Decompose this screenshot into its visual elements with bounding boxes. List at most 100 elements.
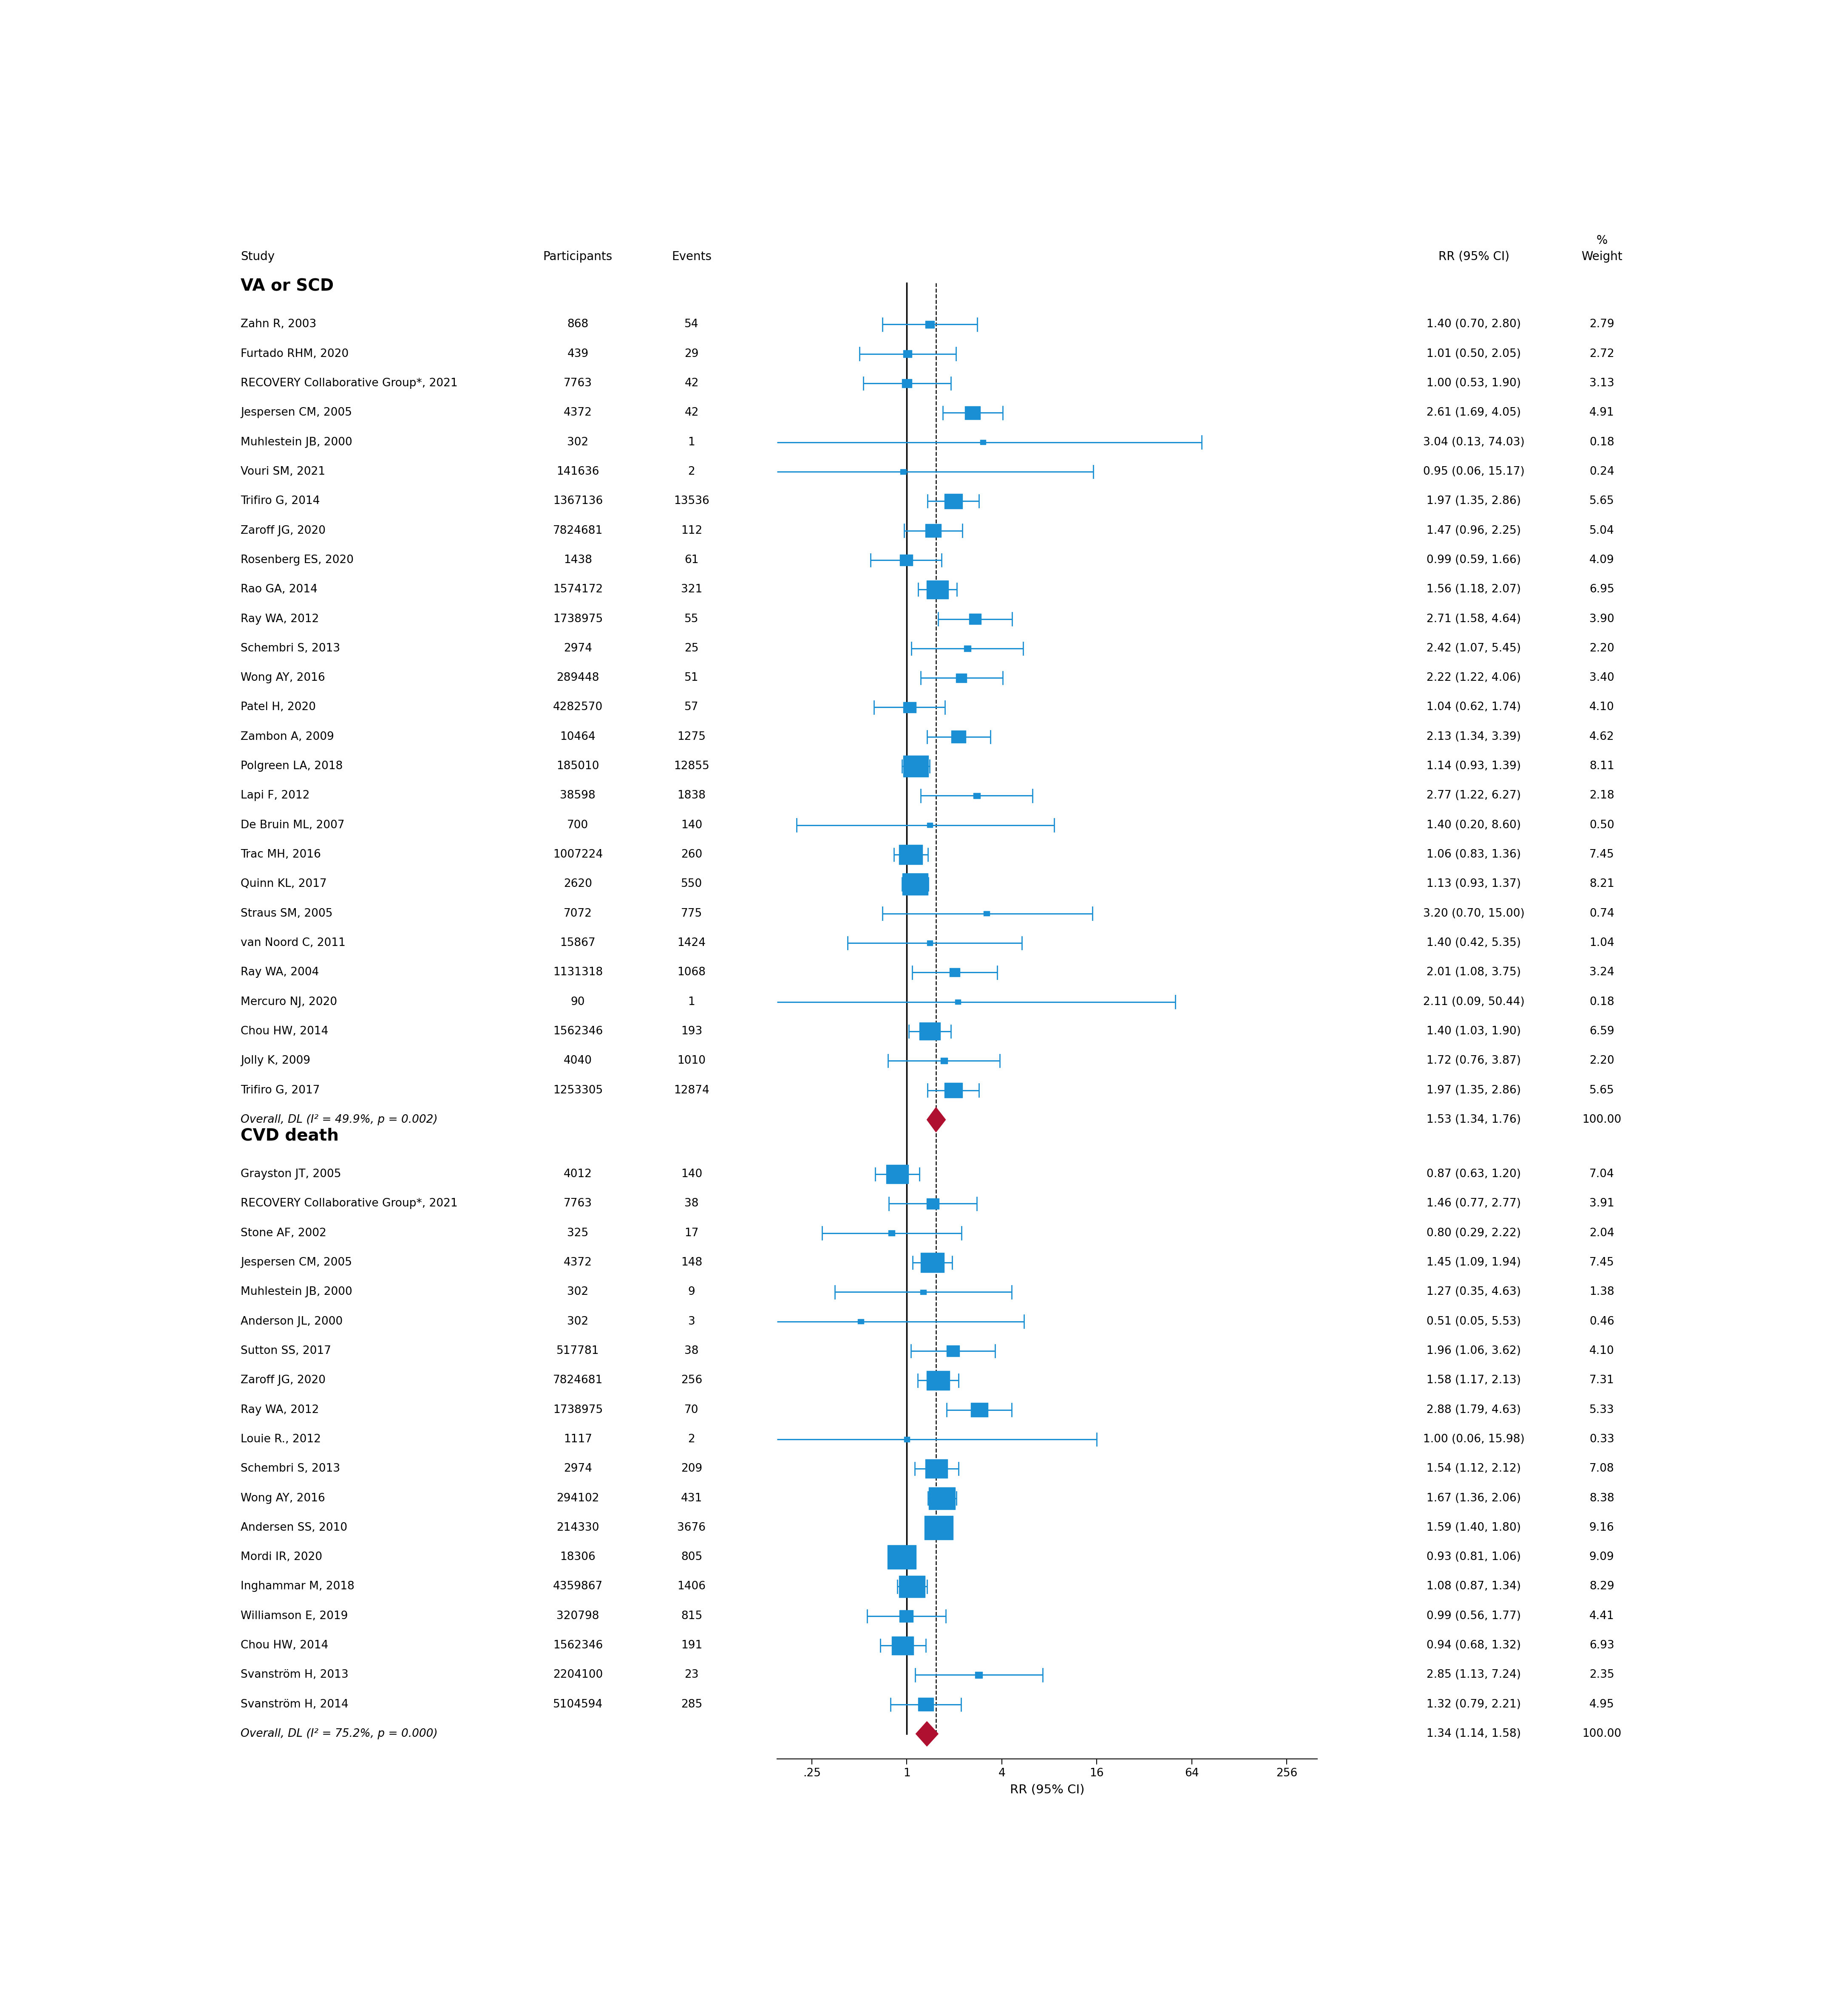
Text: 55: 55 xyxy=(684,613,699,625)
Text: 1: 1 xyxy=(688,437,695,448)
Text: RECOVERY Collaborative Group*, 2021: RECOVERY Collaborative Group*, 2021 xyxy=(240,1198,457,1210)
Text: 1.54 (1.12, 2.12): 1.54 (1.12, 2.12) xyxy=(1426,1464,1521,1474)
Text: 8.29: 8.29 xyxy=(1589,1581,1615,1593)
Text: 2.20: 2.20 xyxy=(1589,643,1615,653)
Text: 54: 54 xyxy=(684,319,699,331)
Bar xyxy=(971,1403,987,1417)
Text: 302: 302 xyxy=(567,1286,589,1298)
Text: 9: 9 xyxy=(688,1286,695,1298)
Text: 5.65: 5.65 xyxy=(1589,496,1615,506)
Text: 700: 700 xyxy=(567,821,589,831)
Text: 38: 38 xyxy=(684,1198,699,1210)
Bar xyxy=(925,1460,947,1478)
Text: 0.80 (0.29, 2.22): 0.80 (0.29, 2.22) xyxy=(1426,1228,1521,1238)
Text: 7824681: 7824681 xyxy=(552,1375,602,1385)
Text: 7763: 7763 xyxy=(563,377,593,389)
Text: 4040: 4040 xyxy=(563,1054,593,1066)
Text: 4372: 4372 xyxy=(563,407,593,417)
Text: 2974: 2974 xyxy=(563,643,593,653)
Bar xyxy=(963,645,971,651)
Text: 1.45 (1.09, 1.94): 1.45 (1.09, 1.94) xyxy=(1426,1258,1521,1268)
Text: 1.38: 1.38 xyxy=(1589,1286,1615,1298)
Text: 2.77 (1.22, 6.27): 2.77 (1.22, 6.27) xyxy=(1426,790,1521,800)
Text: 5.65: 5.65 xyxy=(1589,1085,1615,1097)
Text: Grayston JT, 2005: Grayston JT, 2005 xyxy=(240,1169,341,1179)
Text: 10464: 10464 xyxy=(560,732,596,742)
Text: 0.24: 0.24 xyxy=(1589,466,1615,478)
Text: 23: 23 xyxy=(684,1669,699,1681)
Text: 29: 29 xyxy=(684,349,699,359)
Text: 1.13 (0.93, 1.37): 1.13 (0.93, 1.37) xyxy=(1426,879,1521,889)
Text: 6.93: 6.93 xyxy=(1589,1639,1615,1651)
Text: Mordi IR, 2020: Mordi IR, 2020 xyxy=(240,1552,323,1562)
Text: 1.40 (1.03, 1.90): 1.40 (1.03, 1.90) xyxy=(1426,1026,1521,1036)
Text: 2.85 (1.13, 7.24): 2.85 (1.13, 7.24) xyxy=(1426,1669,1521,1681)
Text: 1.40 (0.42, 5.35): 1.40 (0.42, 5.35) xyxy=(1426,937,1521,948)
Text: Wong AY, 2016: Wong AY, 2016 xyxy=(240,673,325,683)
Text: 4.91: 4.91 xyxy=(1589,407,1615,417)
Text: 1.01 (0.50, 2.05): 1.01 (0.50, 2.05) xyxy=(1426,349,1521,359)
Text: 1.97 (1.35, 2.86): 1.97 (1.35, 2.86) xyxy=(1426,496,1521,506)
Text: %: % xyxy=(1596,234,1607,246)
Text: 5.33: 5.33 xyxy=(1589,1405,1615,1415)
Bar xyxy=(956,1000,962,1004)
Text: Andersen SS, 2010: Andersen SS, 2010 xyxy=(240,1522,347,1534)
Text: 15867: 15867 xyxy=(560,937,596,948)
Bar xyxy=(901,470,906,474)
Text: 4.62: 4.62 xyxy=(1589,732,1615,742)
Text: 260: 260 xyxy=(681,849,703,861)
Text: 42: 42 xyxy=(684,407,699,417)
Text: 5.04: 5.04 xyxy=(1589,524,1615,536)
Text: Vouri SM, 2021: Vouri SM, 2021 xyxy=(240,466,325,478)
Bar xyxy=(947,1345,960,1357)
Text: 4.09: 4.09 xyxy=(1589,554,1615,566)
Text: 4.10: 4.10 xyxy=(1589,1345,1615,1357)
Text: RECOVERY Collaborative Group*, 2021: RECOVERY Collaborative Group*, 2021 xyxy=(240,377,457,389)
Text: Zambon A, 2009: Zambon A, 2009 xyxy=(240,732,334,742)
Text: 2.01 (1.08, 3.75): 2.01 (1.08, 3.75) xyxy=(1426,968,1521,978)
Text: 294102: 294102 xyxy=(556,1492,600,1504)
Bar xyxy=(984,911,989,915)
Text: Events: Events xyxy=(672,250,712,262)
Text: 1562346: 1562346 xyxy=(552,1639,602,1651)
Text: 1.59 (1.40, 1.80): 1.59 (1.40, 1.80) xyxy=(1426,1522,1521,1534)
Text: 3.40: 3.40 xyxy=(1589,673,1615,683)
Text: 7.08: 7.08 xyxy=(1589,1464,1615,1474)
Text: 1.46 (0.77, 2.77): 1.46 (0.77, 2.77) xyxy=(1426,1198,1521,1210)
Bar xyxy=(859,1318,864,1325)
Bar xyxy=(903,756,929,776)
Text: Zaroff JG, 2020: Zaroff JG, 2020 xyxy=(240,524,327,536)
Text: RR (95% CI): RR (95% CI) xyxy=(1439,250,1508,262)
Text: 775: 775 xyxy=(681,907,703,919)
Text: 0.51 (0.05, 5.53): 0.51 (0.05, 5.53) xyxy=(1426,1316,1521,1327)
Text: 140: 140 xyxy=(681,1169,703,1179)
Text: 0.94 (0.68, 1.32): 0.94 (0.68, 1.32) xyxy=(1426,1639,1521,1651)
Text: 1838: 1838 xyxy=(677,790,706,800)
Text: 4282570: 4282570 xyxy=(552,702,602,714)
Text: 1438: 1438 xyxy=(563,554,593,566)
Text: Chou HW, 2014: Chou HW, 2014 xyxy=(240,1639,328,1651)
Bar xyxy=(956,673,967,681)
Text: 0.99 (0.59, 1.66): 0.99 (0.59, 1.66) xyxy=(1426,554,1521,566)
Text: 25: 25 xyxy=(684,643,699,653)
Text: 7.45: 7.45 xyxy=(1589,1258,1615,1268)
Text: 4.41: 4.41 xyxy=(1589,1611,1615,1621)
Bar xyxy=(951,968,960,976)
Bar xyxy=(899,1577,925,1597)
Text: 1.27 (0.35, 4.63): 1.27 (0.35, 4.63) xyxy=(1426,1286,1521,1298)
Bar xyxy=(888,1544,916,1568)
Text: 1275: 1275 xyxy=(677,732,706,742)
Text: Furtado RHM, 2020: Furtado RHM, 2020 xyxy=(240,349,349,359)
Text: 3.91: 3.91 xyxy=(1589,1198,1615,1210)
Text: 431: 431 xyxy=(681,1492,703,1504)
Text: Chou HW, 2014: Chou HW, 2014 xyxy=(240,1026,328,1036)
Bar xyxy=(965,407,980,419)
Text: 4.95: 4.95 xyxy=(1589,1699,1615,1710)
Text: 9.16: 9.16 xyxy=(1589,1522,1615,1534)
Text: 3.24: 3.24 xyxy=(1589,968,1615,978)
Text: 185010: 185010 xyxy=(556,760,600,772)
Text: 1: 1 xyxy=(688,996,695,1008)
Text: 7.45: 7.45 xyxy=(1589,849,1615,861)
Bar xyxy=(886,1165,908,1183)
Bar xyxy=(974,1671,982,1677)
